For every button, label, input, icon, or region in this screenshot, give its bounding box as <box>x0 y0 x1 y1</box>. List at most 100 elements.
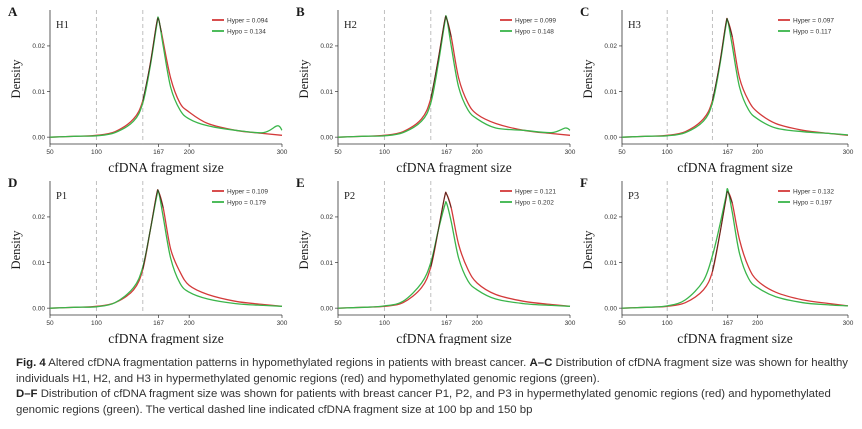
x-axis-title: cfDNA fragment size <box>108 160 223 175</box>
x-tick-label: 200 <box>184 149 195 156</box>
y-tick-label: 0.02 <box>320 43 333 50</box>
series-line-hypo <box>337 14 571 138</box>
panel-letter-e: E <box>296 175 305 190</box>
x-tick-label: 167 <box>153 149 164 156</box>
panel-letter-c: C <box>580 4 589 19</box>
x-tick-label: 300 <box>843 149 854 156</box>
legend-label-hypo: Hypo = 0.202 <box>515 199 554 206</box>
x-tick-label: 50 <box>618 149 626 156</box>
y-tick-label: 0.00 <box>320 134 333 141</box>
series-line-hypo <box>621 188 849 309</box>
x-tick-label: 100 <box>91 149 102 156</box>
y-tick-label: 0.00 <box>32 134 45 141</box>
x-tick-label: 50 <box>46 149 54 156</box>
x-tick-label: 167 <box>722 320 733 327</box>
caption-label-df: D–F <box>16 388 38 401</box>
series-overlap-line <box>711 17 733 101</box>
legend-label-hyper: Hyper = 0.099 <box>515 17 556 24</box>
x-tick-label: 167 <box>722 149 733 156</box>
series-overlap-line <box>430 191 452 268</box>
x-tick-label: 167 <box>441 149 452 156</box>
sample-label-e: P2 <box>344 191 355 202</box>
x-tick-label: 300 <box>843 320 854 327</box>
y-tick-label: 0.00 <box>604 134 617 141</box>
panel-d: D P1 0.00 0.01 0.02 50 100 167 200 300 Density cfDN… <box>8 175 288 345</box>
caption-text-ac: Distribution of cfDNA fragment size was … <box>16 357 848 385</box>
x-tick-label: 100 <box>662 149 673 156</box>
y-tick-label: 0.00 <box>32 305 45 312</box>
x-tick-label: 50 <box>46 320 54 327</box>
sample-label-a: H1 <box>56 20 69 31</box>
legend-label-hyper: Hyper = 0.121 <box>515 188 556 195</box>
sample-label-c: H3 <box>628 20 641 31</box>
x-tick-label: 50 <box>618 320 626 327</box>
series-line-hyper <box>621 190 849 309</box>
panel-c: C H3 0.00 0.01 0.02 50 100 167 200 300 Density cfDN… <box>580 4 854 175</box>
y-axis-title: Density <box>9 59 23 99</box>
x-tick-label: 300 <box>565 320 576 327</box>
legend-label-hypo: Hypo = 0.134 <box>227 28 266 35</box>
y-tick-label: 0.01 <box>32 89 45 96</box>
y-tick-label: 0.02 <box>32 43 45 50</box>
legend-label-hypo: Hypo = 0.197 <box>793 199 832 206</box>
panel-letter-d: D <box>8 175 17 190</box>
figure-label: Fig. 4 <box>16 357 46 369</box>
series-line-hypo <box>621 18 849 138</box>
series-overlap-line <box>142 189 164 270</box>
y-tick-label: 0.01 <box>320 89 333 96</box>
caption-label-ac: A–C <box>529 357 553 369</box>
x-tick-label: 300 <box>277 320 288 327</box>
y-tick-label: 0.01 <box>320 260 333 267</box>
series-overlap-line <box>430 15 452 99</box>
x-tick-label: 300 <box>565 149 576 156</box>
y-tick-label: 0.00 <box>320 305 333 312</box>
legend-label-hyper: Hyper = 0.094 <box>227 17 268 24</box>
x-tick-label: 200 <box>752 149 763 156</box>
panel-letter-b: B <box>296 4 305 19</box>
sample-label-d: P1 <box>56 191 67 202</box>
y-axis-title: Density <box>297 230 311 270</box>
series-line-hypo <box>337 200 571 309</box>
x-axis-title: cfDNA fragment size <box>396 331 511 345</box>
series-overlap-line <box>142 17 162 101</box>
caption-text-df: Distribution of cfDNA fragment size was … <box>16 388 831 416</box>
x-axis-title: cfDNA fragment size <box>396 160 511 175</box>
x-tick-label: 100 <box>91 320 102 327</box>
legend-label-hypo: Hypo = 0.148 <box>515 28 554 35</box>
x-tick-label: 50 <box>334 149 342 156</box>
x-tick-label: 200 <box>472 149 483 156</box>
y-tick-label: 0.01 <box>604 89 617 96</box>
x-tick-label: 100 <box>379 149 390 156</box>
series-line-hyper <box>337 191 571 309</box>
panel-f: F P3 0.00 0.01 0.02 50 100 167 200 300 Density cfDN… <box>580 175 854 345</box>
series-line-hypo <box>49 189 283 309</box>
y-tick-label: 0.00 <box>604 305 617 312</box>
legend-label-hyper: Hyper = 0.097 <box>793 17 834 24</box>
series-overlap-line <box>711 191 733 272</box>
sample-label-f: P3 <box>628 191 639 202</box>
series-line-hyper <box>49 17 283 138</box>
x-tick-label: 300 <box>277 149 288 156</box>
x-axis-title: cfDNA fragment size <box>677 160 792 175</box>
chart-grid: A H1 0.00 0.01 0.02 50 100 167 200 300 Density cfDN… <box>8 4 854 345</box>
legend-label-hyper: Hyper = 0.109 <box>227 188 268 195</box>
x-tick-label: 167 <box>153 320 164 327</box>
y-tick-label: 0.01 <box>32 260 45 267</box>
sample-label-b: H2 <box>344 20 357 31</box>
x-tick-label: 200 <box>472 320 483 327</box>
panel-letter-a: A <box>8 4 18 19</box>
x-tick-label: 167 <box>441 320 452 327</box>
panel-b: B H2 0.00 0.01 0.02 50 100 167 200 300 Density cfDN… <box>296 4 576 175</box>
series-line-hyper <box>621 17 849 138</box>
x-tick-label: 100 <box>662 320 673 327</box>
y-tick-label: 0.01 <box>604 260 617 267</box>
panel-a: A H1 0.00 0.01 0.02 50 100 167 200 300 Density cfDN… <box>8 4 288 175</box>
legend-label-hypo: Hypo = 0.117 <box>793 28 832 35</box>
y-axis-title: Density <box>297 59 311 99</box>
legend-label-hyper: Hyper = 0.132 <box>793 188 834 195</box>
y-tick-label: 0.02 <box>604 43 617 50</box>
y-axis-title: Density <box>581 59 595 99</box>
x-axis-title: cfDNA fragment size <box>108 331 223 345</box>
y-tick-label: 0.02 <box>604 214 617 221</box>
